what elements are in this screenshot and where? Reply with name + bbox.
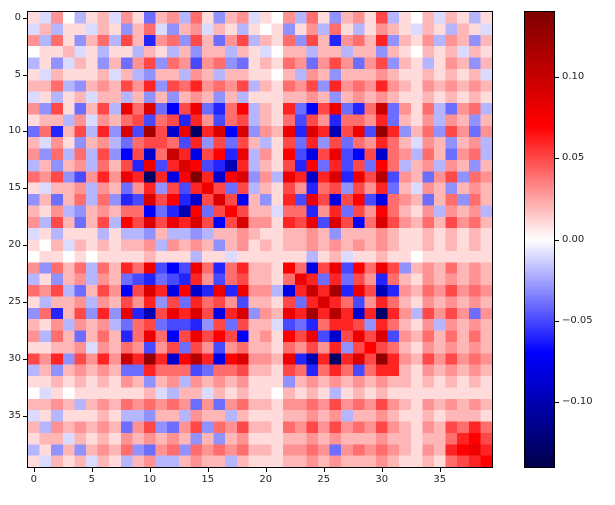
y-tick-label: 0 [14,11,21,23]
y-tick-mark [23,358,27,360]
y-tick-mark [23,17,27,19]
colorbar-tick-mark [555,158,559,160]
x-tick-label: 15 [201,474,215,485]
y-tick-label: 20 [8,239,21,251]
y-tick-label: 30 [8,352,21,364]
x-tick-mark [207,468,209,472]
heatmap-canvas [28,12,492,467]
y-tick-label: 15 [8,182,21,194]
colorbar-tick-mark [555,239,559,241]
x-tick-label: 25 [317,474,331,485]
heatmap-plot [27,11,493,468]
colorbar-tick-label: −0.10 [562,396,593,407]
colorbar-tick-mark [555,402,559,403]
y-tick-mark [23,245,27,247]
x-tick-mark [439,468,441,472]
y-tick-mark [23,302,27,304]
colorbar-tick-label: 0.05 [562,152,585,164]
y-tick-label: 35 [8,409,21,421]
x-tick-mark [91,468,93,472]
colorbar-canvas [525,12,554,467]
y-tick-label: 5 [14,68,21,80]
colorbar-tick-mark [555,320,559,322]
x-tick-label: 20 [259,474,273,485]
x-tick-label: 30 [375,474,389,485]
y-tick-mark [23,74,27,76]
x-tick-mark [33,468,35,472]
y-tick-mark [23,131,27,133]
x-tick-mark [149,468,151,472]
colorbar-tick-label: −0.05 [562,314,593,326]
colorbar-tick-label: 0.10 [562,71,585,82]
y-tick-mark [23,188,27,190]
x-tick-label: 35 [433,474,447,485]
x-tick-mark [323,468,325,472]
x-tick-mark [381,468,383,472]
y-tick-label: 25 [8,296,21,308]
x-tick-label: 5 [88,474,95,485]
x-tick-mark [265,468,267,472]
colorbar [524,11,555,468]
y-tick-mark [23,415,27,417]
x-tick-label: 10 [143,474,157,485]
y-tick-label: 10 [8,125,21,137]
colorbar-tick-mark [555,77,559,78]
x-tick-label: 0 [30,474,37,485]
colorbar-tick-label: 0.00 [562,233,585,245]
